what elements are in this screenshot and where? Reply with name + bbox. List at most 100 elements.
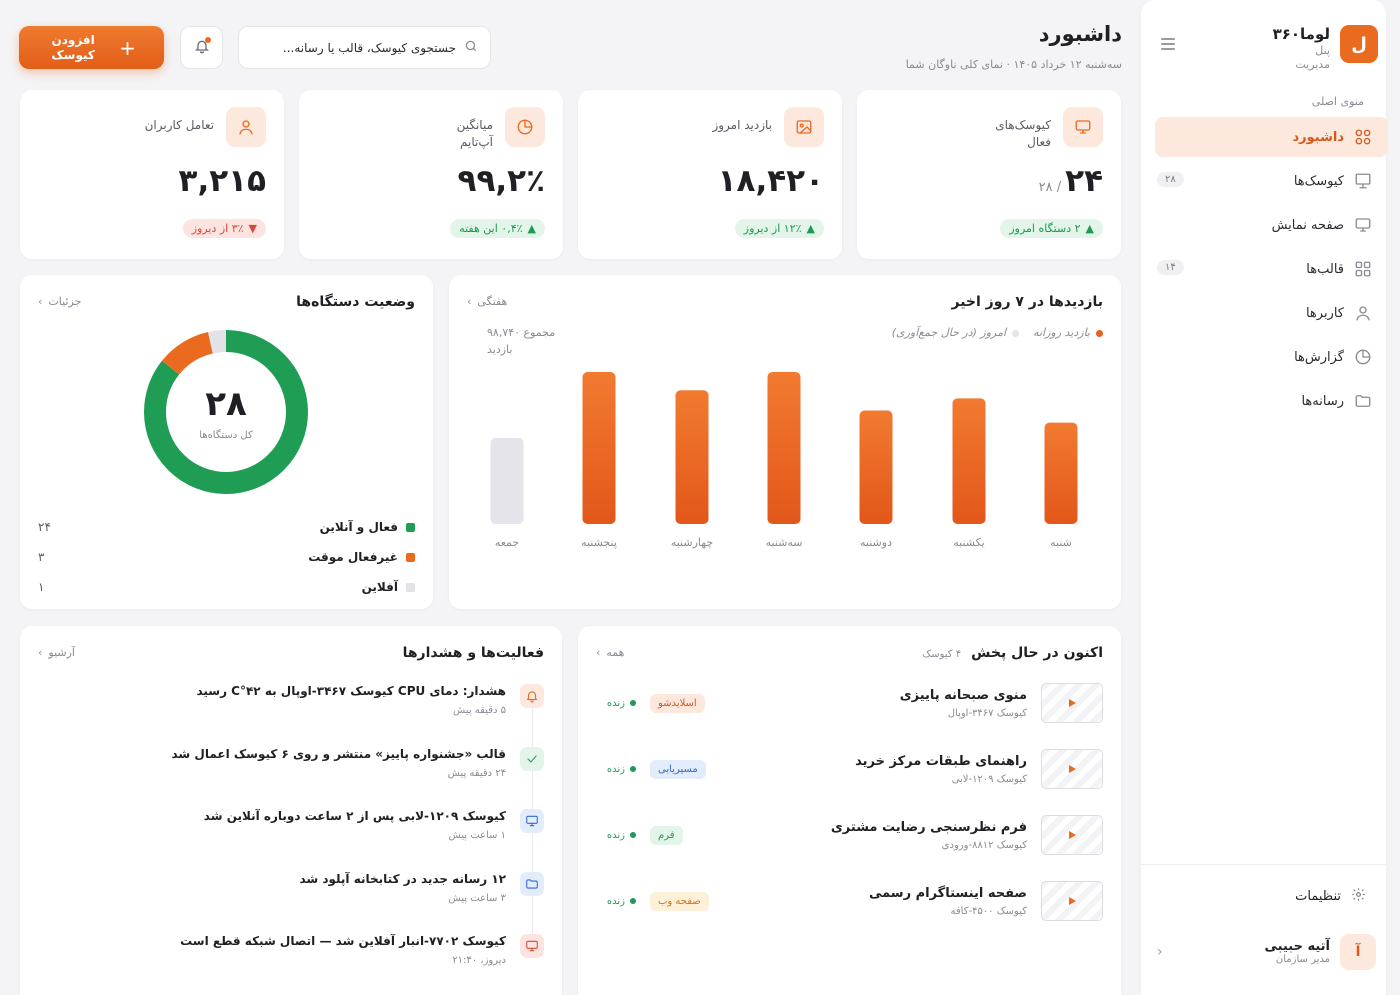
sidebar-item-0[interactable]: داشبورد (1155, 117, 1388, 157)
status-list: فعال و آنلاین ۲۴ غیرفعال موقت ۳ آفلاین ۱ (38, 512, 415, 602)
kiosk-name: کیوسک ۴۵۰۰-کافه (950, 905, 1028, 917)
avatar: آ (1340, 934, 1376, 970)
trend-text: ۰,۴٪ این هفته (459, 222, 523, 235)
kiosk-icon (1354, 172, 1372, 190)
chevron-left-icon[interactable]: ‹ (1157, 944, 1163, 960)
folder-icon (520, 872, 544, 896)
activity-item[interactable]: ۱۲ رسانه جدید در کتابخانه آپلود شد ۳ ساع… (38, 872, 544, 920)
trend-text: ۱۲٪ از دیروز (743, 222, 802, 235)
activity-item[interactable]: کیوسک ۱۲۰۹-لابی پس از ۲ ساعت دوباره آنلا… (38, 809, 544, 857)
activity-item[interactable]: کیوسک ۷۷۰۲-انبار آفلاین شد — اتصال شبکه … (38, 934, 544, 982)
content-thumbnail[interactable] (1041, 815, 1103, 855)
notifications-button[interactable] (180, 26, 223, 69)
kiosk-name: کیوسک ۸۸۱۲-ورودی (941, 839, 1027, 851)
stat-card: کیوسک‌های فعال ۲۴/ ۲۸ ▲ ۲ دستگاه امروز (857, 90, 1121, 259)
sidebar-item-4[interactable]: کاربرها (1155, 293, 1388, 333)
settings-label: تنظیمات (1295, 889, 1341, 904)
activity-message: کیوسک ۱۲۰۹-لابی پس از ۲ ساعت دوباره آنلا… (203, 809, 506, 823)
x-tick-label: چهارشنبه (671, 536, 713, 549)
now-playing-header: اکنون در حال پخش ۴ کیوسک (922, 645, 1103, 661)
trend-badge: ▲ ۲ دستگاه امروز (1000, 219, 1103, 238)
profile-name: آتیه حبیبی (1264, 939, 1331, 954)
now-playing-card: اکنون در حال پخش ۴ کیوسک همه › منوی صبحا… (578, 626, 1121, 995)
search-box (238, 26, 491, 69)
weekly-filter-link[interactable]: هفتگی › (467, 295, 507, 308)
sidebar-item-3[interactable]: قالب‌ها ۱۴ (1155, 249, 1388, 289)
sidebar: ل لوما۳۶۰ پنل مدیریت منوی اصلی داشبورد ک… (1141, 0, 1388, 995)
sidebar-item-label: رسانه‌ها (1301, 393, 1344, 409)
live-status: زنده (596, 698, 636, 709)
chevron-right-icon: › (467, 295, 472, 308)
user-profile[interactable]: آ آتیه حبیبی مدیر سازمان ‹ (1157, 934, 1376, 970)
sidebar-item-6[interactable]: رسانه‌ها (1155, 381, 1388, 421)
activity-time: ۳ ساعت پیش (448, 892, 507, 904)
sidebar-item-label: قالب‌ها (1306, 261, 1344, 277)
activity-item[interactable]: هشدار: دمای CPU کیوسک ۳۴۶۷-اوپال به ۴۲°C… (38, 684, 544, 732)
trend-badge: ▲ ۱۲٪ از دیروز (734, 219, 824, 238)
activity-item[interactable]: قالب «جشنواره پاییز» منتشر و روی ۶ کیوسک… (38, 747, 544, 795)
chart-bar[interactable] (1044, 422, 1078, 524)
x-tick-label: یکشنبه (953, 536, 985, 549)
content-type-badge: صفحه وب (650, 891, 709, 911)
now-playing-item[interactable]: منوی صبحانه پاییزی کیوسک ۳۴۶۷-اوپال اسلا… (596, 681, 1103, 725)
x-tick-label: سه‌شنبه (766, 536, 803, 549)
chart-bar[interactable] (675, 390, 709, 524)
content-name: منوی صبحانه پاییزی (899, 687, 1027, 703)
content-name: راهنمای طبقات مرکز خرید (855, 753, 1027, 769)
now-playing-item[interactable]: راهنمای طبقات مرکز خرید کیوسک ۱۲۰۹-لابی … (596, 747, 1103, 791)
donut-total: ۲۸ (205, 383, 247, 424)
menu-toggle-icon[interactable] (1161, 38, 1175, 50)
search-input[interactable] (251, 40, 456, 55)
add-kiosk-button[interactable]: + افزودن کیوسک (19, 26, 164, 69)
live-status: زنده (596, 830, 636, 841)
live-dot (630, 832, 636, 838)
content-name: فرم نظرسنجی رضایت مشتری (830, 819, 1027, 835)
trend-text: ۳٪ از دیروز (191, 222, 244, 235)
sidebar-item-5[interactable]: گزارش‌ها (1155, 337, 1388, 377)
now-playing-all-link[interactable]: همه › (596, 646, 624, 659)
sidebar-item-settings[interactable]: تنظیمات (1295, 887, 1366, 906)
devices-title: وضعیت دستگاه‌ها (296, 294, 415, 310)
trend-text: ۲ دستگاه امروز (1009, 222, 1081, 235)
stat-value-number: ۱۸,۴۲۰ (717, 163, 824, 199)
stat-label: کیوسک‌های فعال (995, 118, 1051, 150)
activity-archive-link[interactable]: آرشیو › (38, 646, 75, 659)
donut-total-label: کل دستگاه‌ها (199, 429, 253, 441)
sidebar-item-1[interactable]: کیوسک‌ها ۲۸ (1155, 161, 1388, 201)
trend-badge: ▼ ۳٪ از دیروز (182, 219, 266, 238)
legend-today-label: امروز (در حال جمع‌آوری) (891, 326, 1007, 339)
stat-value-total: / ۲۸ (1038, 180, 1062, 195)
devices-status-card: وضعیت دستگاه‌ها جزئیات › ۲۸ کل دستگاه‌ها… (20, 275, 433, 609)
content-thumbnail[interactable] (1041, 749, 1103, 789)
devices-details-link[interactable]: جزئیات › (38, 295, 81, 308)
content-thumbnail[interactable] (1041, 683, 1103, 723)
activity-card: فعالیت‌ها و هشدارها آرشیو › هشدار: دمای … (20, 626, 562, 995)
live-dot (630, 700, 636, 706)
visits-chart-card: شنبه یکشنبه دوشنبه سه‌شنبه چهارشنبه پنجشنبه جم… (449, 275, 1121, 609)
x-tick-label: دوشنبه (860, 536, 892, 549)
sidebar-item-label: داشبورد (1292, 129, 1344, 145)
chart-bar[interactable] (490, 437, 524, 524)
chart-bar[interactable] (767, 372, 801, 524)
activity-message: هشدار: دمای CPU کیوسک ۳۴۶۷-اوپال به ۴۲°C… (196, 684, 506, 698)
sidebar-item-2[interactable]: صفحه نمایش (1155, 205, 1388, 245)
chart-bar[interactable] (582, 372, 616, 524)
chart-bar[interactable] (859, 410, 893, 524)
now-playing-item[interactable]: صفحه اینستاگرام رسمی کیوسک ۴۵۰۰-کافه صفح… (596, 879, 1103, 923)
stat-value: ۹۹,۲٪ (458, 163, 545, 199)
now-playing-item[interactable]: فرم نظرسنجی رضایت مشتری کیوسک ۸۸۱۲-ورودی… (596, 813, 1103, 857)
play-icon (1068, 765, 1076, 773)
donut-slice[interactable] (144, 330, 308, 494)
brand: ل لوما۳۶۰ پنل مدیریت (1273, 25, 1378, 71)
visits-bar-chart: شنبه یکشنبه دوشنبه سه‌شنبه چهارشنبه پنجشنبه جم… (490, 372, 1078, 549)
content-thumbnail[interactable] (1041, 881, 1103, 921)
kiosk-name: کیوسک ۳۴۶۷-اوپال (947, 707, 1027, 719)
live-dot (630, 766, 636, 772)
chart-bar[interactable] (952, 398, 986, 524)
stat-value: ۲۴/ ۲۸ (1039, 163, 1103, 199)
arrow-up-icon: ▲ (1085, 222, 1094, 235)
status-label: آفلاین (361, 580, 398, 594)
legend-swatch (406, 552, 415, 562)
chart-legend: بازدید روزانه امروز (در حال جمع‌آوری) (892, 326, 1103, 339)
monitor-icon (1354, 216, 1372, 234)
